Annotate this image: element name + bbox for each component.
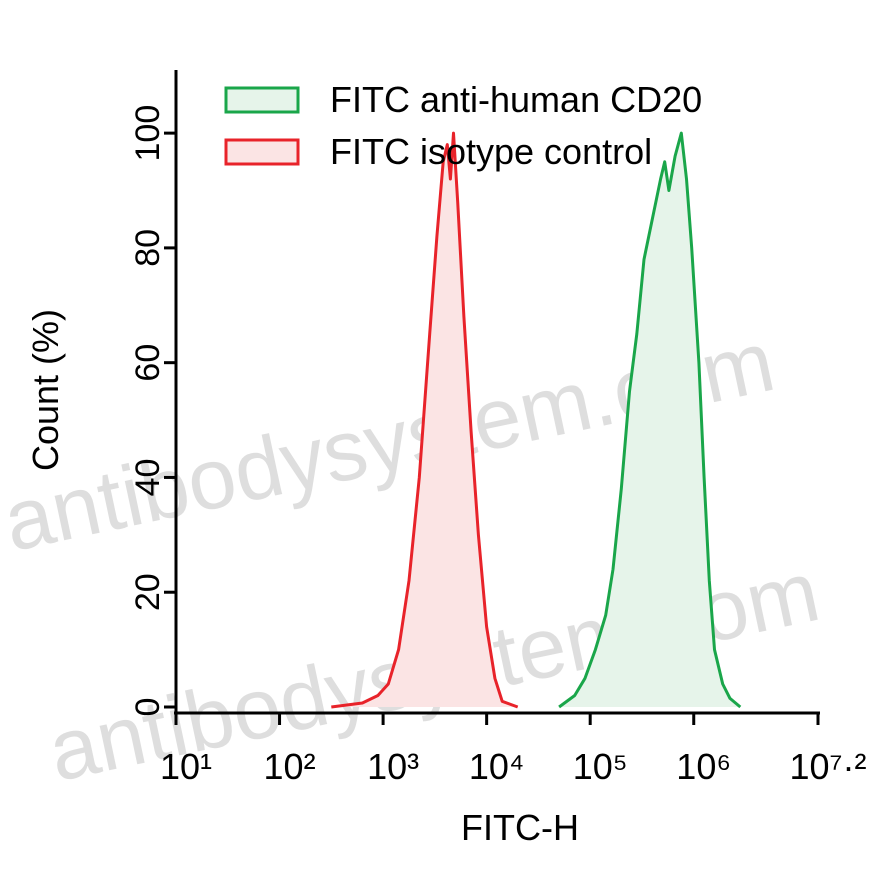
histogram-line [558, 131, 742, 709]
x-tick-label: 10⁶ [676, 746, 731, 787]
y-tick-label: 20 [129, 573, 167, 611]
x-tick-label: 10² [264, 746, 316, 787]
legend-label: FITC anti-human CD20 [330, 79, 702, 120]
histogram-line [331, 131, 519, 709]
y-tick-label: 100 [129, 105, 167, 162]
y-tick-label: 0 [129, 698, 167, 717]
x-axis-label: FITC-H [461, 807, 579, 848]
y-tick-label: 60 [129, 344, 167, 382]
x-tick-label: 10¹ [160, 746, 212, 787]
x-tick-label: 10⁴ [469, 746, 525, 787]
x-tick-label: 10⁵ [573, 746, 628, 787]
legend-swatch [224, 138, 300, 166]
x-tick-label: 10⁷·² [789, 746, 866, 787]
histogram-area [559, 133, 741, 708]
y-tick-label: 80 [129, 229, 167, 267]
legend-swatch [224, 86, 300, 114]
legend-label: FITC isotype control [330, 131, 652, 172]
x-tick-label: 10³ [367, 746, 419, 787]
y-tick-label: 40 [129, 459, 167, 497]
y-axis-label: Count (%) [25, 309, 66, 471]
